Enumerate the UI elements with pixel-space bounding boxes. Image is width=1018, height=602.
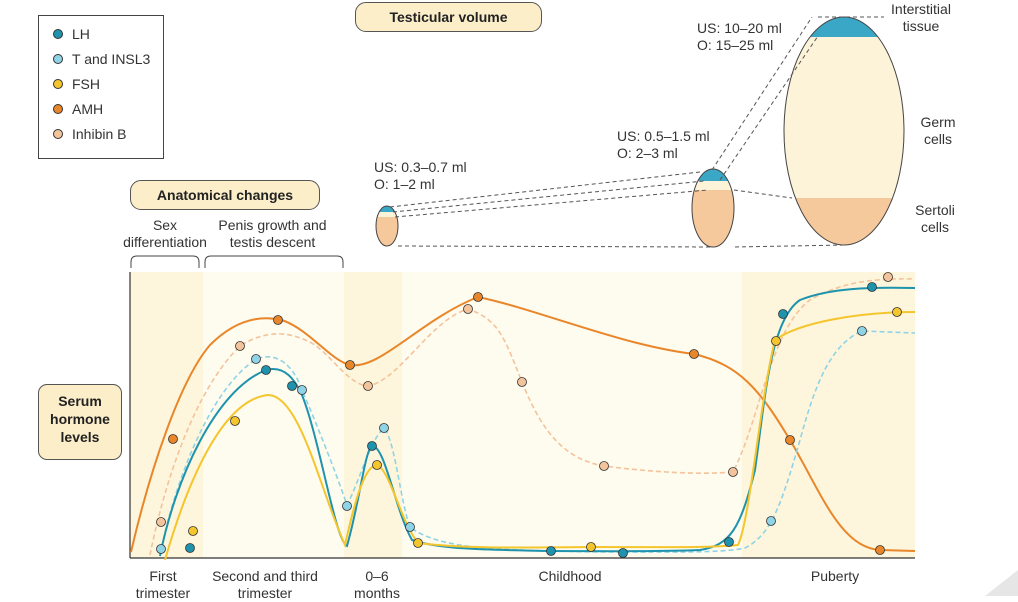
lh-marker-1 <box>185 543 195 553</box>
legend-marker-fsh <box>53 79 63 89</box>
anatomical-changes-title: Anatomical changes <box>130 180 320 210</box>
amh-marker-5 <box>689 349 699 359</box>
band-puberty <box>742 272 915 558</box>
t-insl3-marker-2 <box>251 354 261 364</box>
t-insl3-marker-6 <box>405 522 415 532</box>
inhibin-b-marker-3 <box>363 381 373 391</box>
hormone-curves <box>130 278 916 561</box>
period-first-trimester-line1: First <box>149 568 177 584</box>
amh-marker-1 <box>168 434 178 444</box>
inhibin-b-marker-6 <box>599 461 609 471</box>
band-second-third-trimester <box>203 272 344 558</box>
childhood-volume-o: O: 2–3 ml <box>617 145 678 161</box>
fetal-volume-o: O: 1–2 ml <box>374 176 435 192</box>
lh-marker-2 <box>261 365 271 375</box>
amh-marker-3 <box>345 360 355 370</box>
legend-marker-inhibin-b <box>53 129 63 139</box>
interstitial-label-line1: Interstitial <box>891 1 951 17</box>
fsh-marker-2 <box>230 416 240 426</box>
inhibin-b-marker-8 <box>883 272 893 282</box>
fetal-volume-us: US: 0.3–0.7 ml <box>374 159 467 175</box>
t-insl3-marker-4 <box>342 501 352 511</box>
serum-label-line1: Serum <box>58 393 102 409</box>
inhibin-b-marker-1 <box>156 517 166 527</box>
lh-marker-4 <box>367 441 377 451</box>
childhood-volume-us: US: 0.5–1.5 ml <box>617 128 710 144</box>
fsh-marker-7 <box>892 307 902 317</box>
fsh-curve <box>164 311 916 561</box>
germ-cells-label-line2: cells <box>923 131 952 147</box>
inhibin-b-marker-4 <box>463 304 473 314</box>
adult-volume-us: US: 10–20 ml <box>697 20 782 36</box>
legend-label-fsh: FSH <box>72 76 100 92</box>
t-insl3-marker-3 <box>297 385 307 395</box>
legend-marker-t-insl3 <box>53 54 63 64</box>
t-insl3-marker-7 <box>766 516 776 526</box>
germ-cells-label-line1: Germ <box>920 114 956 130</box>
period-first-trimester-line2: trimester <box>135 585 191 601</box>
lh-marker-6 <box>618 548 628 558</box>
serum-label-line2: hormone <box>50 411 110 427</box>
sertoli-cells-label-line2: cells <box>920 219 949 235</box>
amh-marker-2 <box>273 315 283 325</box>
fsh-marker-1 <box>188 526 198 536</box>
inhibin-b-marker-7 <box>728 467 738 477</box>
amh-marker-6 <box>785 435 795 445</box>
lh-marker-7 <box>724 537 734 547</box>
period-bands <box>130 272 915 558</box>
hormone-markers <box>156 272 902 558</box>
testis-fetal <box>376 206 398 246</box>
lh-marker-5 <box>546 546 556 556</box>
serum-label-line3: levels <box>60 429 100 445</box>
fsh-marker-3 <box>372 460 382 470</box>
legend-marker-amh <box>53 104 63 114</box>
fsh-marker-5 <box>586 542 596 552</box>
amh-marker-7 <box>875 545 885 555</box>
legend: LH T and INSL3 FSH AMH Inhibin B <box>38 15 164 159</box>
period-second-third-line1: Second and third <box>212 568 318 584</box>
legend-marker-lh <box>53 29 63 39</box>
sex-differentiation-line1: Sex <box>152 217 178 233</box>
interstitial-label-line2: tissue <box>902 18 940 34</box>
amh-marker-4 <box>473 292 483 302</box>
band-childhood <box>402 272 742 558</box>
adult-volume-o: O: 15–25 ml <box>697 37 774 53</box>
fsh-marker-6 <box>771 336 781 346</box>
t-insl3-marker-8 <box>857 326 867 336</box>
lh-marker-9 <box>867 282 877 292</box>
inhibin-b-marker-5 <box>517 377 527 387</box>
testicular-volume-title: Testicular volume <box>355 2 542 32</box>
page-corner-mark <box>985 570 1018 596</box>
t-insl3-marker-1 <box>156 544 166 554</box>
testis-connectors <box>389 16 884 248</box>
lh-marker-8 <box>778 309 788 319</box>
period-puberty: Puberty <box>810 568 860 584</box>
serum-hormone-levels-box: Serum hormone levels <box>38 384 122 460</box>
inhibin-b-marker-2 <box>235 341 245 351</box>
fsh-marker-4 <box>413 538 423 548</box>
bracket-penis-growth <box>204 255 344 268</box>
amh-curve <box>130 295 916 553</box>
t-insl3-marker-5 <box>379 423 389 433</box>
testis-adult <box>784 17 904 245</box>
sertoli-cells-label-line1: Sertoli <box>915 202 955 218</box>
bracket-sex-differentiation <box>130 255 200 268</box>
legend-label-t-insl3: T and INSL3 <box>72 51 151 67</box>
period-0-6-months-line2: months <box>354 585 400 601</box>
penis-growth-line1: Penis growth and <box>218 217 327 233</box>
t-insl3-curve <box>159 330 916 556</box>
legend-label-inhibin-b: Inhibin B <box>72 126 127 142</box>
period-second-third-line2: trimester <box>237 585 293 601</box>
lh-marker-3 <box>287 381 297 391</box>
testis-childhood <box>692 169 734 247</box>
sex-differentiation-line2: differentiation <box>123 234 207 250</box>
period-0-6-months-line1: 0–6 <box>365 568 389 584</box>
penis-growth-line2: testis descent <box>229 234 316 250</box>
legend-label-amh: AMH <box>72 101 104 117</box>
period-childhood: Childhood <box>538 568 602 584</box>
legend-label-lh: LH <box>72 26 90 42</box>
